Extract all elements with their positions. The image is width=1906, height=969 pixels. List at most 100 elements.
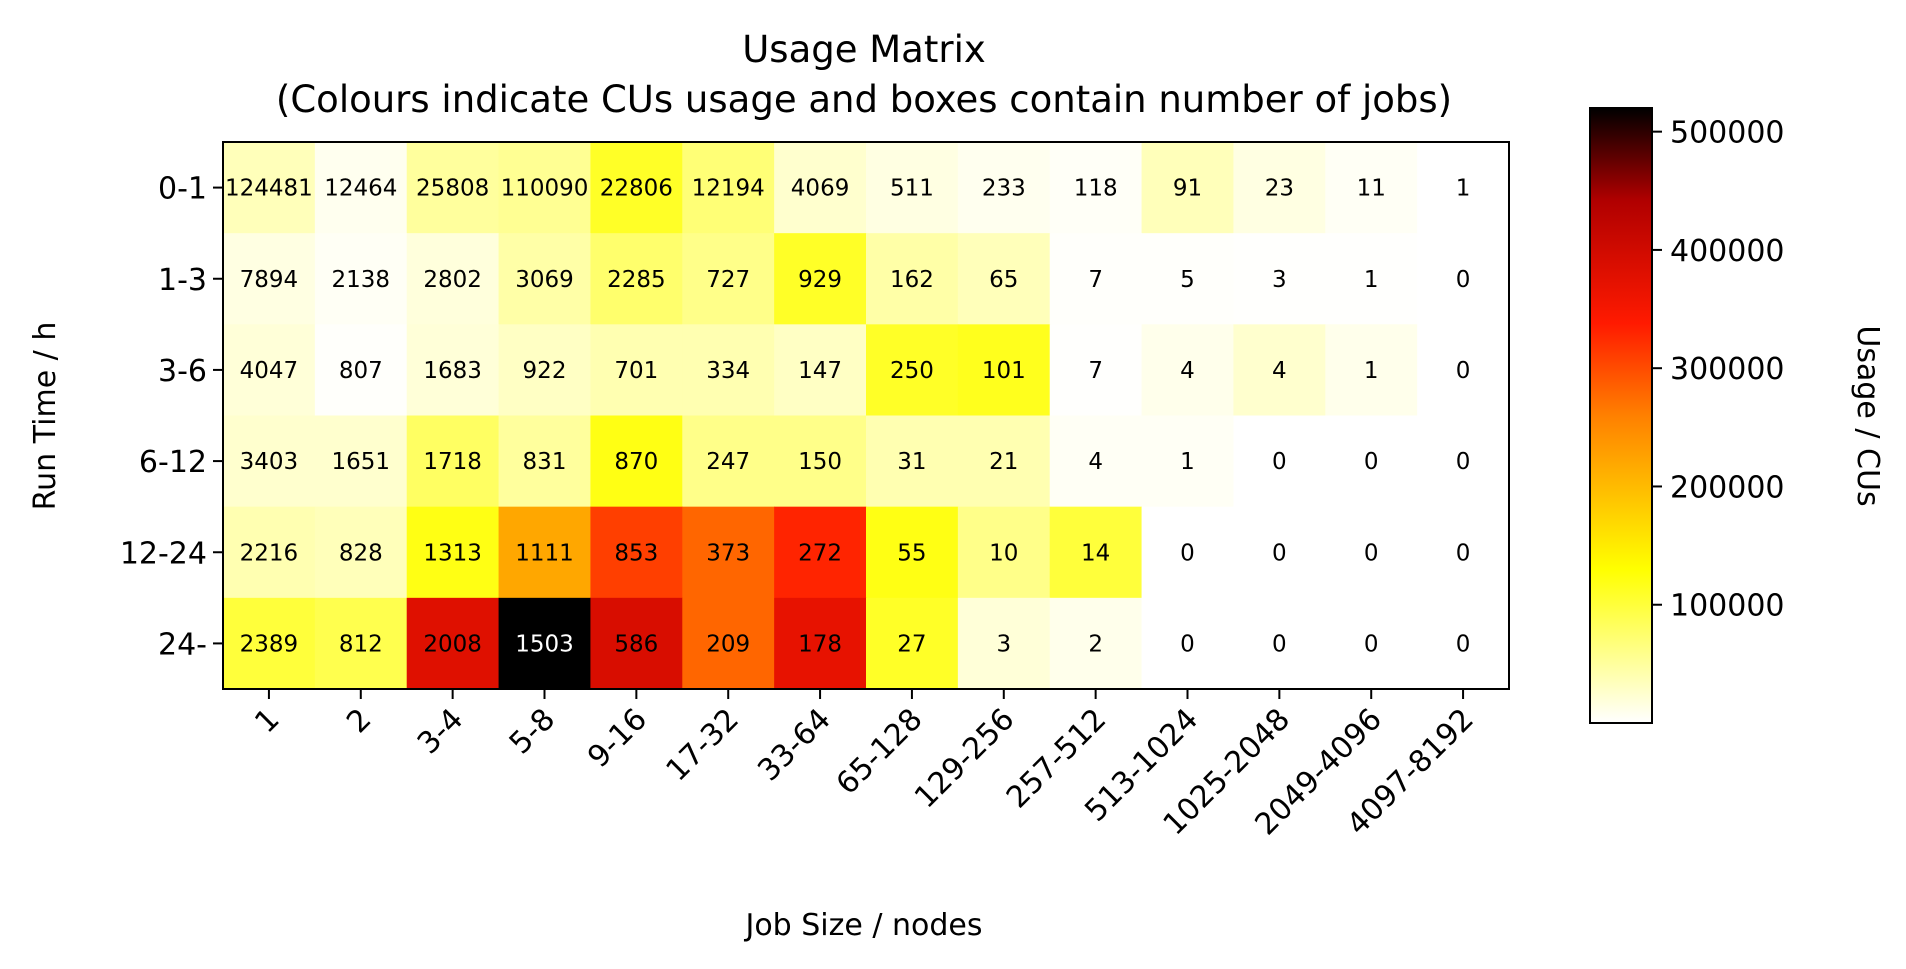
cell-job-count: 2802 [423,267,482,293]
heatmap-cell [406,142,500,234]
cell-job-count: 10 [989,540,1018,566]
cell-job-count: 31 [897,449,926,475]
y-tick-label: 24- [158,627,207,662]
cell-job-count: 7894 [240,267,299,293]
cell-job-count: 727 [706,267,750,293]
cell-job-count: 2389 [240,631,299,657]
heatmap-cell [223,597,316,690]
colorbar-tick-label: 300000 [1670,352,1785,387]
heatmap-cell [774,415,867,508]
x-tick-label: 17-32 [659,702,745,788]
heatmap-cell [314,142,408,234]
heatmap-cell [957,324,1051,416]
heatmap-cell [406,415,500,508]
heatmap-cell [1233,233,1326,325]
cell-job-count: 3 [996,631,1011,657]
cell-job-count: 4 [1272,358,1287,384]
heatmap-cell [1417,506,1510,599]
cell-job-count: 0 [1180,631,1195,657]
cell-job-count: 91 [1173,176,1202,202]
heatmap-cell [1049,597,1143,690]
heatmap-cell [774,142,867,234]
heatmap-cell [223,415,316,508]
x-tick-label: 3-4 [411,702,470,761]
cell-job-count: 118 [1074,176,1118,202]
colorbar-ticks: 100000 200000 300000 400000 500000 [1652,116,1785,624]
cell-job-count: 922 [523,358,567,384]
heatmap-cell [1325,415,1418,508]
heatmap-cell [1417,233,1510,325]
cell-job-count: 12194 [692,176,765,202]
y-axis-title: Run Time / h [28,322,63,511]
heatmap-cell [866,506,959,599]
cell-job-count: 12464 [324,176,397,202]
heatmap-cell [498,506,591,599]
heatmap-cell [406,597,500,690]
x-tick-label: 5-8 [503,702,562,761]
cell-job-count: 807 [339,358,383,384]
heatmap-cell [498,233,591,325]
cell-job-count: 0 [1180,540,1195,566]
colorbar-tick-label: 400000 [1670,234,1785,269]
cell-job-count: 0 [1456,631,1471,657]
heatmap-cell [682,324,775,416]
x-axis-title: Job Size / nodes [743,908,982,943]
cell-job-count: 0 [1456,267,1471,293]
cell-job-count: 1 [1456,176,1471,202]
heatmap-cell [1417,415,1510,508]
heatmap-cell [1417,324,1510,416]
cell-job-count: 209 [706,631,750,657]
cell-job-count: 853 [614,540,658,566]
heatmap-cell [590,233,683,325]
heatmap-cell [314,233,408,325]
heatmap-cell [1233,506,1326,599]
cell-job-count: 2008 [423,631,482,657]
x-tick-label: 2 [340,702,378,740]
cell-job-count: 1 [1364,358,1379,384]
cell-job-count: 0 [1364,631,1379,657]
heatmap-cell [1233,597,1326,690]
cell-job-count: 14 [1081,540,1110,566]
heatmap-cell [682,415,775,508]
heatmap-cell [498,415,591,508]
heatmap-cell [590,324,683,416]
heatmap-cell [1417,597,1510,690]
cell-job-count: 1651 [332,449,391,475]
y-tick-label: 12-24 [120,536,207,571]
heatmap-cell [1141,142,1234,234]
cell-job-count: 27 [897,631,926,657]
cell-job-count: 3069 [515,267,574,293]
cell-job-count: 1683 [423,358,482,384]
heatmap-cell [866,142,959,234]
heatmap-cell [866,597,959,690]
y-tick-label: 3-6 [158,354,207,389]
cell-job-count: 55 [897,540,926,566]
heatmap-cell [1049,415,1143,508]
cell-job-count: 1503 [515,631,574,657]
cell-job-count: 3403 [240,449,299,475]
cell-job-count: 124481 [225,176,313,202]
heatmap-cell [406,324,500,416]
heatmap-cell [314,506,408,599]
cell-job-count: 250 [890,358,934,384]
cell-job-count: 233 [982,176,1026,202]
cell-job-count: 586 [614,631,658,657]
cell-job-count: 828 [339,540,383,566]
x-tick-label: 33-64 [751,702,837,788]
heatmap-cell [1325,233,1418,325]
cell-job-count: 4 [1180,358,1195,384]
x-tick-label: 129-256 [908,702,1021,815]
heatmap-cell [223,233,316,325]
cell-job-count: 373 [706,540,750,566]
heatmap-cell [1417,142,1510,234]
colorbar [1589,107,1653,724]
x-axis-ticks: 1 2 3-4 5-8 9-16 17-32 33-6465-128129-256257-5… [248,689,1481,842]
heatmap-cell [223,142,316,234]
cell-job-count: 7 [1088,358,1103,384]
heatmap-cell [682,233,775,325]
cell-job-count: 0 [1456,540,1471,566]
cell-job-count: 23 [1265,176,1294,202]
cell-job-count: 150 [798,449,842,475]
heatmap-cell [590,142,683,234]
